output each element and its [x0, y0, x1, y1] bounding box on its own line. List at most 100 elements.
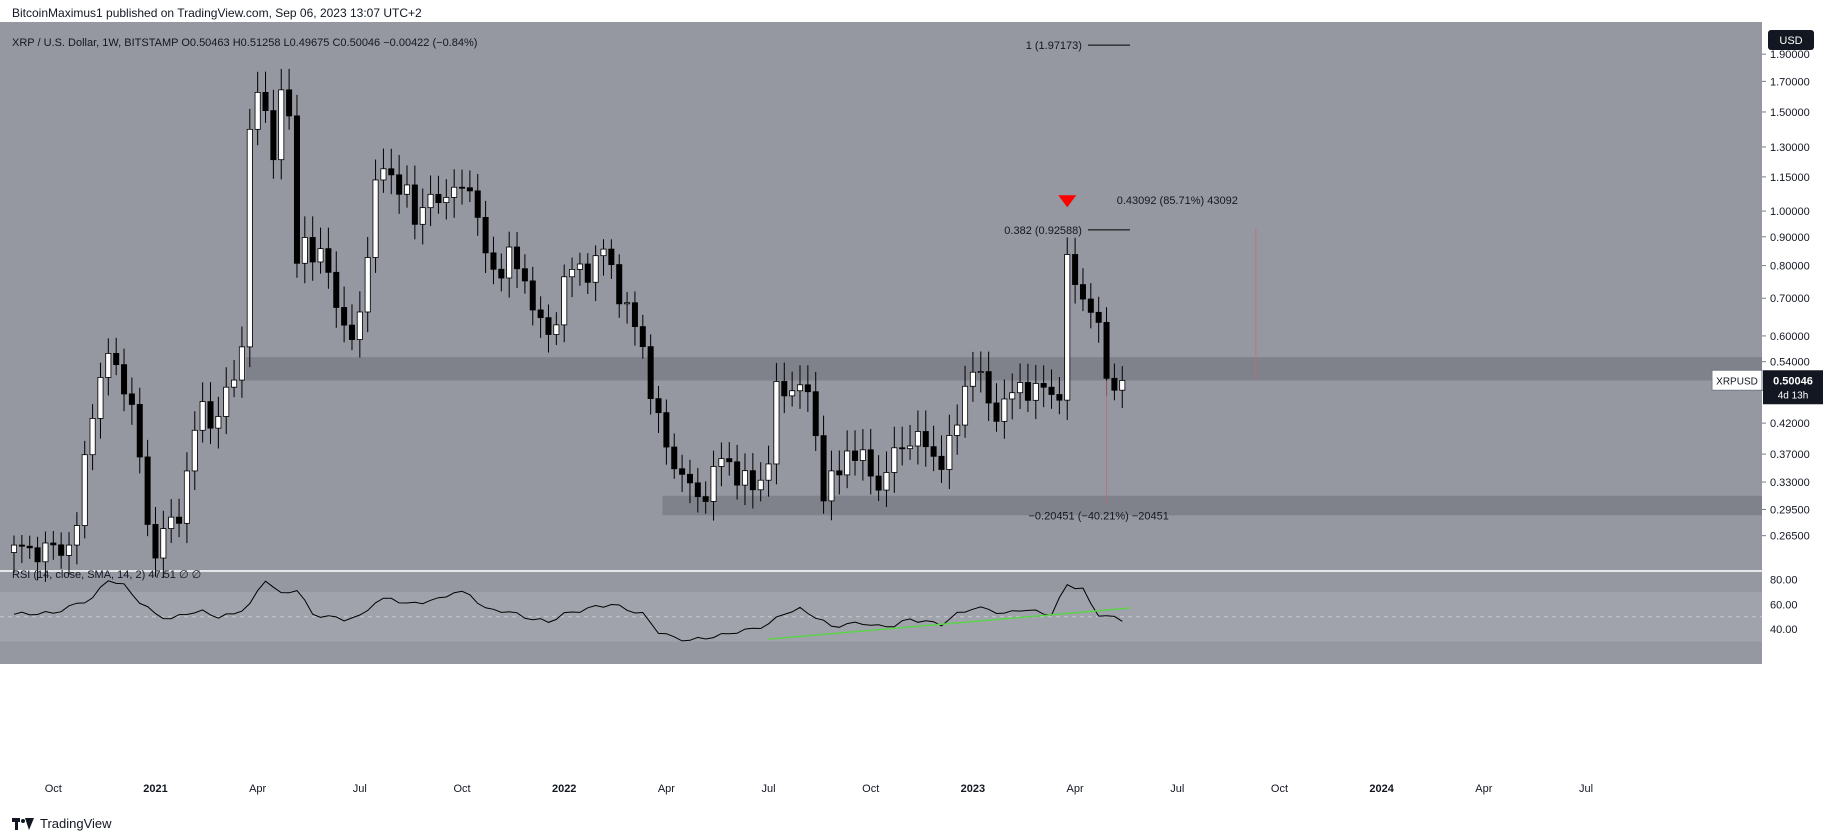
candle-body: [663, 412, 670, 448]
candle-body: [403, 184, 410, 195]
time-tick-label: Apr: [249, 783, 266, 795]
time-tick-label: Oct: [862, 783, 879, 795]
candle-body: [348, 324, 355, 340]
price-axis[interactable]: 1.90000 1.70000 1.50000 1.30000 1.15000 1.000…: [1711, 30, 1823, 543]
rsi-tick-label: 40.00: [1770, 624, 1798, 636]
measure-layer: 0.43092 (85.71%) 43092 −0.20451 (−40.21%)…: [1028, 195, 1257, 522]
time-tick-label: 2021: [143, 783, 167, 795]
candle-body: [639, 326, 646, 348]
candle-body: [553, 324, 560, 335]
rsi-legend: RSI (14, close, SMA, 14, 2) 47.51 ∅ ∅: [12, 569, 201, 581]
candle-body: [812, 391, 819, 437]
candle-body: [647, 346, 654, 400]
time-tick-label: 2023: [961, 783, 985, 795]
candle-body: [246, 128, 253, 348]
candle-body: [270, 110, 277, 161]
candle-body: [1119, 380, 1126, 391]
candle-body: [576, 263, 583, 270]
time-tick-label: Jul: [1170, 783, 1184, 795]
candle-body: [828, 470, 835, 502]
footer: TradingView: [12, 816, 112, 831]
chart-area[interactable]: 1 (1.97173) 0.382 (0.92588) 0.43092 (85.7…: [0, 22, 1827, 812]
candle-body: [191, 429, 198, 472]
candle-body: [1103, 321, 1110, 379]
candle-body: [969, 371, 976, 387]
legend-o-key: O: [181, 37, 190, 49]
time-tick-label: 2024: [1369, 783, 1394, 795]
candle-body: [97, 377, 104, 419]
publisher-header: BitcoinMaximus1 published on TradingView…: [12, 6, 422, 20]
legend-l: 0.49675: [290, 37, 333, 49]
time-tick-label: Apr: [1475, 783, 1492, 795]
time-tick-label: Oct: [45, 783, 62, 795]
tradingview-logo-icon: [12, 817, 34, 830]
candle-body: [1072, 254, 1079, 285]
candle-body: [176, 516, 183, 524]
candle-body: [679, 468, 686, 475]
legend-title: XRP / U.S. Dollar, 1W, BITSTAMP: [12, 37, 181, 49]
candle-body: [223, 386, 230, 417]
candle-body: [741, 470, 748, 486]
price-tick-label: 0.42000: [1770, 418, 1810, 430]
time-axis[interactable]: Oct 2021 Apr Jul Oct 2022 Apr Jul Oct 2023 Apr Jul O…: [45, 783, 1593, 795]
candle-body: [773, 381, 780, 465]
candle-body: [309, 237, 316, 263]
price-tick-label: 0.54000: [1770, 357, 1810, 369]
zones-layer: [0, 357, 1762, 662]
candle-body: [765, 463, 772, 481]
legend-c-key: C: [332, 37, 340, 49]
measure-label: −0.20451 (−40.21%) −20451: [1028, 510, 1168, 522]
candle-body: [749, 470, 756, 491]
candle-body: [521, 268, 528, 282]
candle-body: [498, 268, 505, 279]
candle-body: [1048, 386, 1055, 395]
candle-body: [128, 393, 135, 405]
time-axis-bg: [0, 774, 1827, 812]
candle-body: [317, 248, 324, 263]
fib-label: 0.382 (0.92588): [1004, 225, 1082, 237]
candle-body: [836, 470, 843, 476]
candle-body: [262, 91, 269, 111]
candle-body: [341, 307, 348, 326]
candle-body: [81, 454, 88, 526]
legend-c: 0.50046: [340, 37, 383, 49]
price-pane-bg: [0, 22, 1762, 664]
price-tick-label: 0.60000: [1770, 331, 1810, 343]
candle-body: [396, 174, 403, 195]
candle-body: [18, 544, 25, 547]
rsi-layer: [13, 580, 1131, 642]
candle-body: [1111, 377, 1118, 391]
price-tick-label: 1.50000: [1770, 107, 1810, 119]
candle-body: [58, 544, 65, 556]
candle-body: [301, 237, 308, 264]
time-tick-label: Jul: [353, 783, 367, 795]
candle-body: [207, 401, 214, 429]
candle-body: [482, 216, 489, 254]
candle-body: [443, 197, 450, 204]
time-tick-label: 2022: [552, 783, 576, 795]
candle-body: [105, 353, 112, 378]
candle-body: [1032, 383, 1039, 401]
candle-body: [34, 547, 41, 563]
rsi-axis[interactable]: 80.00 60.00 40.00: [1770, 574, 1798, 636]
candle-body: [962, 385, 969, 426]
candle-body: [1040, 383, 1047, 388]
price-tick-label: 0.29500: [1770, 504, 1810, 516]
legend-change: −0.00422 (−0.84%): [383, 37, 477, 49]
candle-body: [278, 89, 285, 161]
candle-body: [66, 544, 73, 556]
candle-body: [954, 424, 961, 436]
resistance-zone: [245, 357, 1762, 381]
rsi-legend-title: RSI (14, close, SMA, 14, 2): [12, 569, 148, 581]
candle-body: [608, 248, 615, 265]
price-tick-label: 0.80000: [1770, 261, 1810, 273]
candle-body: [859, 449, 866, 461]
candle-body: [804, 384, 811, 393]
candle-body: [293, 115, 300, 264]
rsi-trendline: [768, 607, 1131, 640]
candle-body: [899, 447, 906, 450]
candle-body: [561, 276, 568, 326]
candle-body: [459, 186, 466, 189]
time-tick-label: Oct: [1271, 783, 1288, 795]
candle-body: [781, 381, 788, 397]
